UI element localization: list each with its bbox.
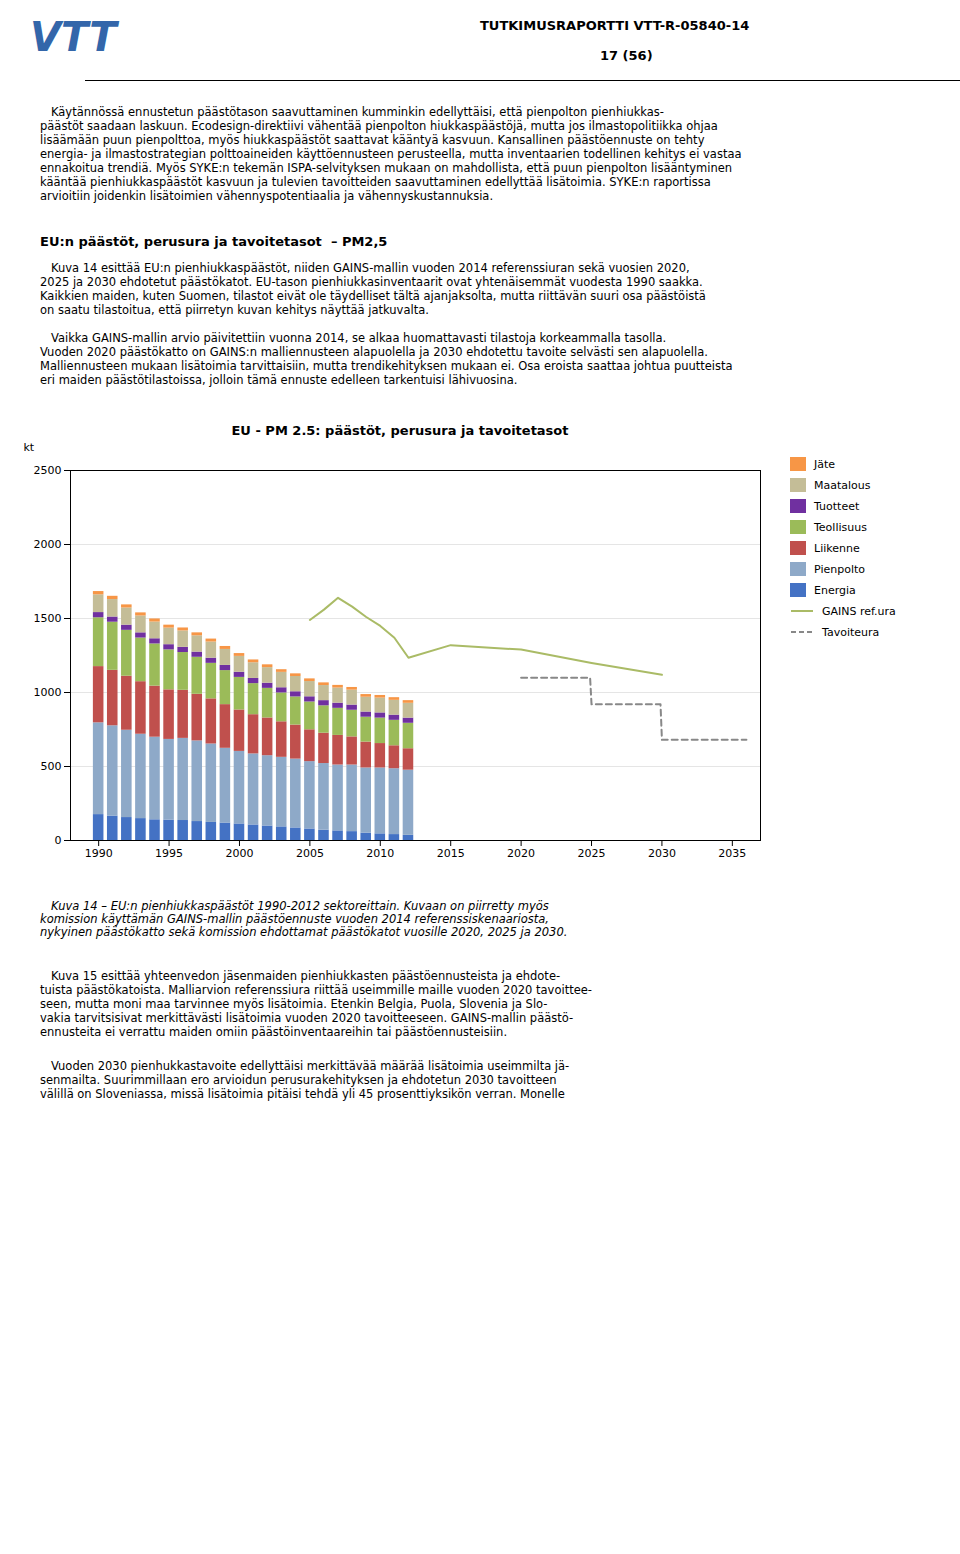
html-text:nykyinen päästökatto sekä komi: nykyinen päästökatto sekä komission ehdo… — [40, 925, 568, 939]
html-text:eri maiden päästötilastoissa,: eri maiden päästötilastoissa, jolloin tä… — [40, 373, 518, 387]
html-text:senmailta. Suurimmillaan ero a: senmailta. Suurimmillaan ero arvioidun p… — [40, 1073, 557, 1087]
html-text:kääntää pienhiukkaspäästöt kas: kääntää pienhiukkaspäästöt kasvuun ja tu… — [40, 175, 711, 189]
html-text:lisäämään puun pienpolttoa, my: lisäämään puun pienpolttoa, myös hiukkas… — [40, 133, 705, 147]
html-text:Vuoden 2020 päästökatto on GAI: Vuoden 2020 päästökatto on GAINS:n malli… — [40, 345, 708, 359]
svg-text:2030: 2030 — [648, 847, 676, 860]
html-text:2025 ja 2030 ehdotetut päästök: 2025 ja 2030 ehdotetut päästökatot. EU-t… — [40, 275, 703, 289]
svg-text:1990: 1990 — [85, 847, 113, 860]
svg-text:1995: 1995 — [155, 847, 183, 860]
svg-text:2500: 2500 — [34, 464, 62, 477]
html-text:Malliennusteen mukaan lisätoim: Malliennusteen mukaan lisätoimia tarvitt… — [40, 359, 733, 373]
html-text:Käytännössä ennustetun päästöt: Käytännössä ennustetun päästötason saavu… — [40, 105, 664, 119]
html-text:arvioitiin joidenkin lisätoimi: arvioitiin joidenkin lisätoimien vähenny… — [40, 189, 494, 203]
svg-text:2020: 2020 — [507, 847, 535, 860]
svg-text:kt: kt — [24, 441, 35, 454]
svg-text:2015: 2015 — [437, 847, 465, 860]
html-text:Tavoiteura: Tavoiteura — [822, 625, 880, 639]
svg-text:2000: 2000 — [225, 847, 253, 860]
html-text:VTT: VTT — [30, 14, 117, 60]
svg-text:2025: 2025 — [578, 847, 606, 860]
html-text:Pienpolto: Pienpolto — [814, 562, 865, 576]
html-text:Kuva 14 – EU:n pienhiukkaspääs: Kuva 14 – EU:n pienhiukkaspäästöt 1990-2… — [40, 899, 549, 913]
html-text:päästöt saadaan laskuun. Ecode: päästöt saadaan laskuun. Ecodesign-direk… — [40, 119, 718, 133]
html-text:Maatalous: Maatalous — [814, 478, 871, 492]
svg-text:0: 0 — [55, 834, 62, 847]
svg-text:1000: 1000 — [34, 686, 62, 699]
html-text:EU:n päästöt, perusura ja tavo: EU:n päästöt, perusura ja tavoitetasot –… — [40, 234, 388, 249]
html-text:17 (56): 17 (56) — [600, 48, 653, 63]
svg-text:2035: 2035 — [718, 847, 746, 860]
html-text:TUTKIMUSRAPORTTI VTT-R-05840-1: TUTKIMUSRAPORTTI VTT-R-05840-14 — [480, 18, 750, 33]
svg-text:2000: 2000 — [34, 538, 62, 551]
html-text:ennakoitua trendiä. Myös SYKE:: ennakoitua trendiä. Myös SYKE:n tekemän … — [40, 161, 733, 175]
html-text:seen, mutta moni maa tarvinnee: seen, mutta moni maa tarvinnee myös lisä… — [40, 997, 548, 1011]
html-text:Teollisuus: Teollisuus — [814, 520, 867, 534]
html-text:välillä on Sloveniassa, missä: välillä on Sloveniassa, missä lisätoimia… — [40, 1087, 565, 1101]
html-text:ennusteita ei verrattu maiden: ennusteita ei verrattu maiden omiin pääs… — [40, 1025, 508, 1039]
svg-text:2005: 2005 — [296, 847, 324, 860]
html-text:EU - PM 2.5: päästöt, perusura: EU - PM 2.5: päästöt, perusura ja tavoit… — [231, 423, 569, 438]
html-text:Kaikkien maiden, kuten Suomen,: Kaikkien maiden, kuten Suomen, tilastot … — [40, 289, 706, 303]
svg-text:500: 500 — [41, 760, 62, 773]
html-text:Energia: Energia — [814, 583, 856, 597]
html-text:Tuotteet: Tuotteet — [814, 499, 860, 513]
html-text:Jäte: Jäte — [814, 457, 836, 471]
html-text:Vuoden 2030 pienhukkastavoite: Vuoden 2030 pienhukkastavoite edellyttäi… — [40, 1059, 570, 1073]
html-text:Kuva 15 esittää yhteenvedon jä: Kuva 15 esittää yhteenvedon jäsenmaiden … — [40, 969, 561, 983]
html-text:komission käyttämän GAINS-mall: komission käyttämän GAINS-mallin päästöe… — [40, 912, 549, 926]
svg-text:1500: 1500 — [34, 612, 62, 625]
svg-text:2010: 2010 — [366, 847, 394, 860]
html-text:Liikenne: Liikenne — [814, 541, 860, 555]
html-text:on saatu tilastoitua, että pii: on saatu tilastoitua, että piirretyn kuv… — [40, 303, 429, 317]
html-text:vakia tarvitsisivat merkittävä: vakia tarvitsisivat merkittävästi lisäto… — [40, 1011, 574, 1025]
html-text:energia- ja ilmastostrategian: energia- ja ilmastostrategian polttoaine… — [40, 147, 742, 161]
html-text:Kuva 14 esittää EU:n pienhiukk: Kuva 14 esittää EU:n pienhiukkaspäästöt,… — [40, 261, 690, 275]
html-text:tuista päästökatoista. Malliar: tuista päästökatoista. Malliarvion refer… — [40, 983, 592, 997]
html-text:GAINS ref.ura: GAINS ref.ura — [822, 604, 896, 618]
html-text:Vaikka GAINS-mallin arvio päiv: Vaikka GAINS-mallin arvio päivitettiin v… — [40, 331, 667, 345]
